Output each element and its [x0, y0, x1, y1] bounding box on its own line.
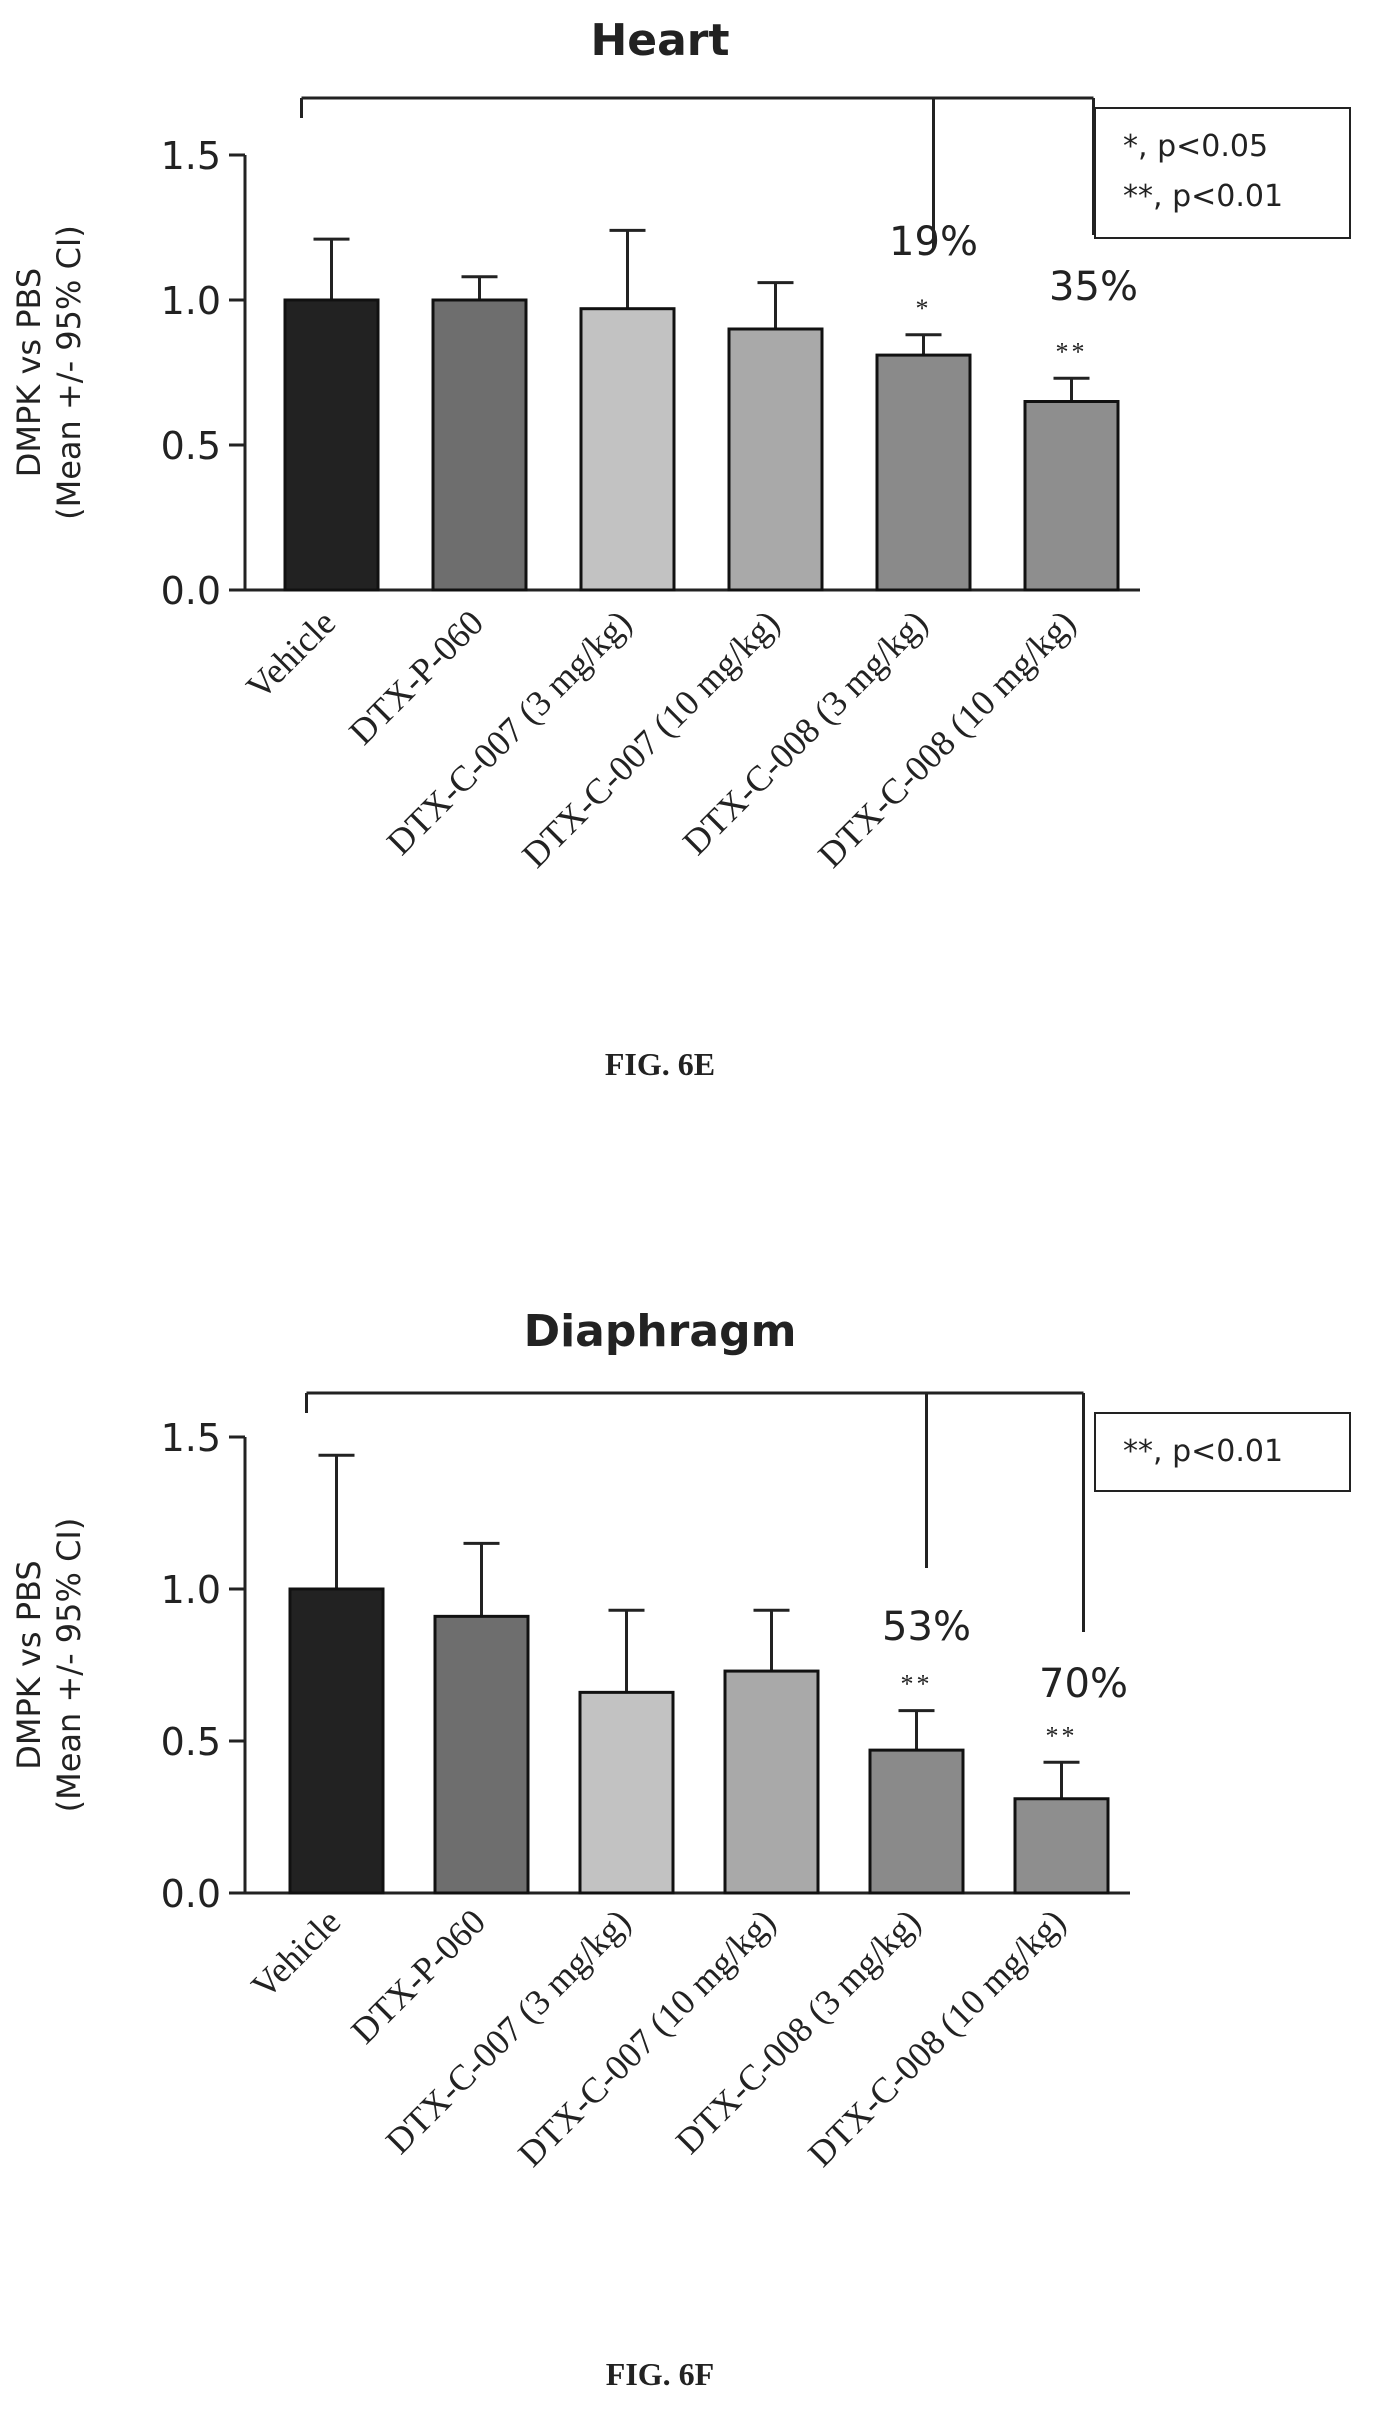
bar	[723, 1669, 820, 1895]
percent-reduction-label: 35%	[1049, 264, 1138, 310]
figure-caption: FIG. 6E	[605, 1046, 715, 1082]
significance-marker: *	[916, 294, 932, 323]
bar	[433, 1614, 530, 1895]
bar	[431, 298, 528, 592]
category-label: DTX-P-060	[341, 602, 491, 752]
category-label: DTX-C-008 (10 mg/kg)	[800, 1901, 1073, 2174]
y-axis-label: DMPK vs PBS(Mean +/- 95% CI)	[10, 1518, 88, 1813]
y-tick-label: 0.0	[161, 569, 221, 613]
y-tick-label: 1.0	[161, 279, 221, 323]
chart-title: Heart	[590, 15, 729, 66]
category-label: Vehicle	[244, 1901, 349, 2006]
legend-entry: **, p<0.01	[1123, 1434, 1283, 1469]
significance-marker: **	[1046, 1721, 1078, 1750]
y-tick-label: 0.0	[161, 1872, 221, 1916]
percent-reduction-label: 53%	[882, 1604, 971, 1650]
y-tick-label: 1.5	[161, 134, 221, 178]
figure-caption: FIG. 6F	[606, 2356, 714, 2392]
bar	[868, 1748, 965, 1895]
y-axis-label-line: DMPK vs PBS	[10, 1560, 48, 1769]
percent-reduction-label: 70%	[1039, 1661, 1128, 1707]
category-label: DTX-C-007 (10 mg/kg)	[510, 1901, 783, 2174]
category-label: DTX-C-007 (3 mg/kg)	[378, 1901, 638, 2161]
category-label: DTX-C-008 (3 mg/kg)	[675, 602, 935, 862]
y-tick-label: 1.5	[161, 1416, 221, 1460]
category-label: Vehicle	[239, 602, 344, 707]
chart-title: Diaphragm	[524, 1306, 797, 1357]
bar	[875, 353, 972, 592]
y-tick-label: 0.5	[161, 424, 221, 468]
category-label: DTX-C-008 (10 mg/kg)	[810, 602, 1083, 875]
y-axis-label-line: DMPK vs PBS	[10, 268, 48, 477]
bar	[727, 327, 824, 592]
legend-entry: **, p<0.01	[1123, 179, 1283, 214]
bar	[579, 307, 676, 592]
percent-reduction-label: 19%	[889, 219, 978, 265]
y-tick-label: 0.5	[161, 1720, 221, 1764]
legend-entry: *, p<0.05	[1123, 129, 1268, 164]
bar	[1023, 400, 1120, 592]
y-tick-label: 1.0	[161, 1568, 221, 1612]
bar	[578, 1690, 675, 1895]
category-label: DTX-P-060	[343, 1901, 493, 2051]
category-label: DTX-C-007 (3 mg/kg)	[379, 602, 639, 862]
significance-marker: **	[901, 1670, 933, 1699]
chart-diaphragm: Diaphragm 0.0 0.5 1.0 1.5 DMPK vs PBS(Mean +/…	[10, 1306, 1351, 2392]
y-axis-label-line: (Mean +/- 95% CI)	[50, 225, 88, 520]
category-label: DTX-C-008 (3 mg/kg)	[668, 1901, 928, 2161]
y-axis-label-line: (Mean +/- 95% CI)	[50, 1518, 88, 1813]
bar	[1013, 1797, 1110, 1895]
legend-box	[1094, 107, 1351, 239]
bar	[288, 1587, 385, 1895]
legend-box	[1094, 1412, 1351, 1492]
category-label: DTX-C-007 (10 mg/kg)	[514, 602, 787, 875]
significance-marker: **	[1056, 337, 1088, 366]
y-axis-label: DMPK vs PBS(Mean +/- 95% CI)	[10, 225, 88, 520]
bar	[283, 298, 380, 592]
chart-heart: Heart 0.0 0.5 1.0 1.5 DMPK vs PBS(Mean +/- 95…	[10, 15, 1351, 1082]
